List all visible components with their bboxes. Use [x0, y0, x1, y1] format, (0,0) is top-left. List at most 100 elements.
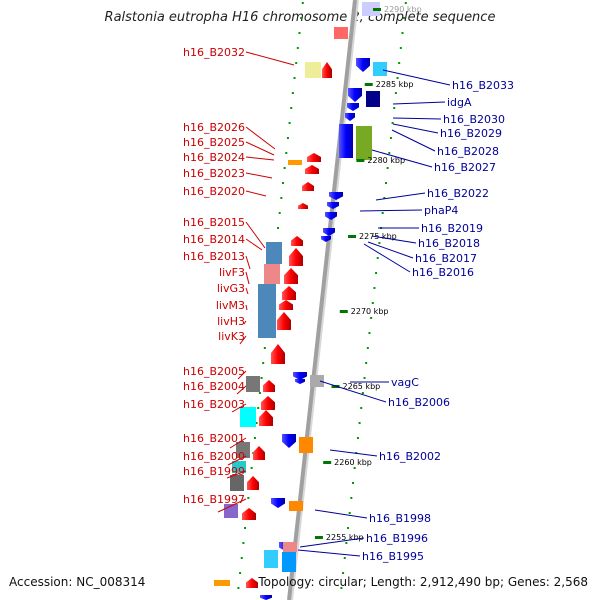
scale-dot	[298, 32, 301, 34]
left-leader-line	[245, 126, 276, 150]
right-leader-line	[392, 123, 439, 134]
forward-gene	[289, 248, 303, 266]
left-leader-line	[239, 335, 247, 345]
gene-box-b2005	[246, 376, 260, 392]
left-leader-line	[245, 141, 275, 156]
scale-dot	[290, 107, 293, 109]
right-leader-line	[363, 243, 411, 273]
scale-dot	[300, 17, 303, 19]
scale-dot	[286, 137, 289, 139]
right-gene-label: vagC	[391, 376, 419, 389]
reverse-gene	[271, 498, 285, 508]
scale-dot	[391, 122, 394, 124]
scale-dot	[370, 317, 373, 319]
right-gene-label: h16_B2033	[452, 79, 514, 92]
right-leader-line	[299, 537, 365, 548]
reverse-gene	[282, 434, 296, 448]
scale-dot	[244, 527, 247, 529]
scale-dot	[384, 182, 387, 184]
gene-box-b1999	[230, 475, 244, 491]
gene-box-b2001	[236, 442, 250, 458]
scale-dot	[281, 182, 284, 184]
right-gene-label: idgA	[447, 96, 472, 109]
right-gene-label: h16_B2006	[388, 396, 450, 409]
scale-dot	[366, 347, 369, 349]
left-gene-label: h16_B2025	[183, 136, 245, 149]
right-gene-label: h16_B2027	[434, 161, 496, 174]
scale-tick	[339, 310, 348, 313]
gene-box-b2027	[356, 126, 372, 160]
scale-dot	[237, 587, 240, 589]
scale-dot	[301, 2, 304, 4]
scale-dot	[242, 542, 245, 544]
right-leader-line	[297, 549, 361, 557]
left-leader-line	[245, 255, 251, 270]
left-leader-line	[229, 437, 247, 449]
gene-box-b1996	[283, 542, 297, 552]
left-gene-label: livF3	[219, 266, 245, 279]
reverse-gene	[348, 88, 362, 102]
scale-dot	[350, 497, 353, 499]
right-gene-label: h16_B1998	[369, 512, 431, 525]
left-gene-label: livK3	[218, 330, 245, 343]
right-leader-line	[371, 149, 433, 168]
left-gene-label: h16_B2015	[183, 216, 245, 229]
scale-dot	[343, 557, 346, 559]
scale-dot	[240, 557, 243, 559]
scale-dot	[394, 92, 397, 94]
gene-box-top	[362, 2, 380, 16]
right-leader-line	[314, 509, 368, 519]
gene-box-top	[334, 27, 348, 39]
right-leader-line	[375, 192, 426, 201]
scale-tick	[323, 461, 332, 464]
forward-gene	[284, 268, 298, 284]
scale-dot	[285, 152, 288, 154]
left-leader-line	[245, 221, 266, 249]
forward-gene	[302, 182, 314, 191]
forward-gene	[263, 380, 275, 392]
backbone	[287, 0, 357, 600]
right-leader-line	[392, 101, 446, 105]
gene-box-b2006	[310, 375, 324, 387]
scale-tick	[331, 385, 340, 388]
reverse-gene	[325, 212, 337, 220]
reverse-gene	[323, 228, 335, 236]
summary-text: Topology: circular; Length: 2,912,490 bp…	[258, 575, 588, 589]
right-gene-label: h16_B1995	[362, 550, 424, 563]
scale-dot	[361, 392, 364, 394]
left-leader-line	[217, 498, 247, 513]
left-leader-line	[227, 455, 247, 466]
left-gene-label: h16_B2000	[183, 450, 245, 463]
forward-gene	[271, 344, 285, 364]
right-gene-label: h16_B2019	[421, 222, 483, 235]
scale-dot	[247, 497, 250, 499]
gene-box-bottom	[214, 580, 230, 586]
scale-dot	[288, 122, 291, 124]
scale-dot	[257, 407, 260, 409]
scale-dot	[381, 212, 384, 214]
scale-dot	[373, 287, 376, 289]
scale-dot	[389, 137, 392, 139]
gene-box-b2003	[240, 407, 256, 427]
scale-dot	[342, 572, 345, 574]
left-leader-line	[245, 304, 248, 311]
scale-dot	[340, 587, 343, 589]
forward-gene	[242, 508, 256, 520]
forward-gene	[298, 203, 308, 209]
right-leader-line	[392, 117, 442, 120]
right-gene-label: h16_B1996	[366, 532, 428, 545]
gene-box-livf3	[264, 264, 280, 284]
reverse-gene	[356, 58, 370, 72]
scale-tick	[314, 536, 323, 539]
left-leader-line	[245, 51, 295, 66]
left-gene-label: h16_B2004	[183, 380, 245, 393]
scale-dot	[375, 272, 378, 274]
scale-dot	[280, 197, 283, 199]
scale-dot	[291, 92, 294, 94]
left-gene-label: livM3	[216, 299, 245, 312]
reverse-gene	[260, 595, 272, 600]
reverse-gene	[347, 103, 359, 111]
scale-dot	[295, 62, 298, 64]
scale-dot	[371, 302, 374, 304]
scale-dot	[283, 167, 286, 169]
